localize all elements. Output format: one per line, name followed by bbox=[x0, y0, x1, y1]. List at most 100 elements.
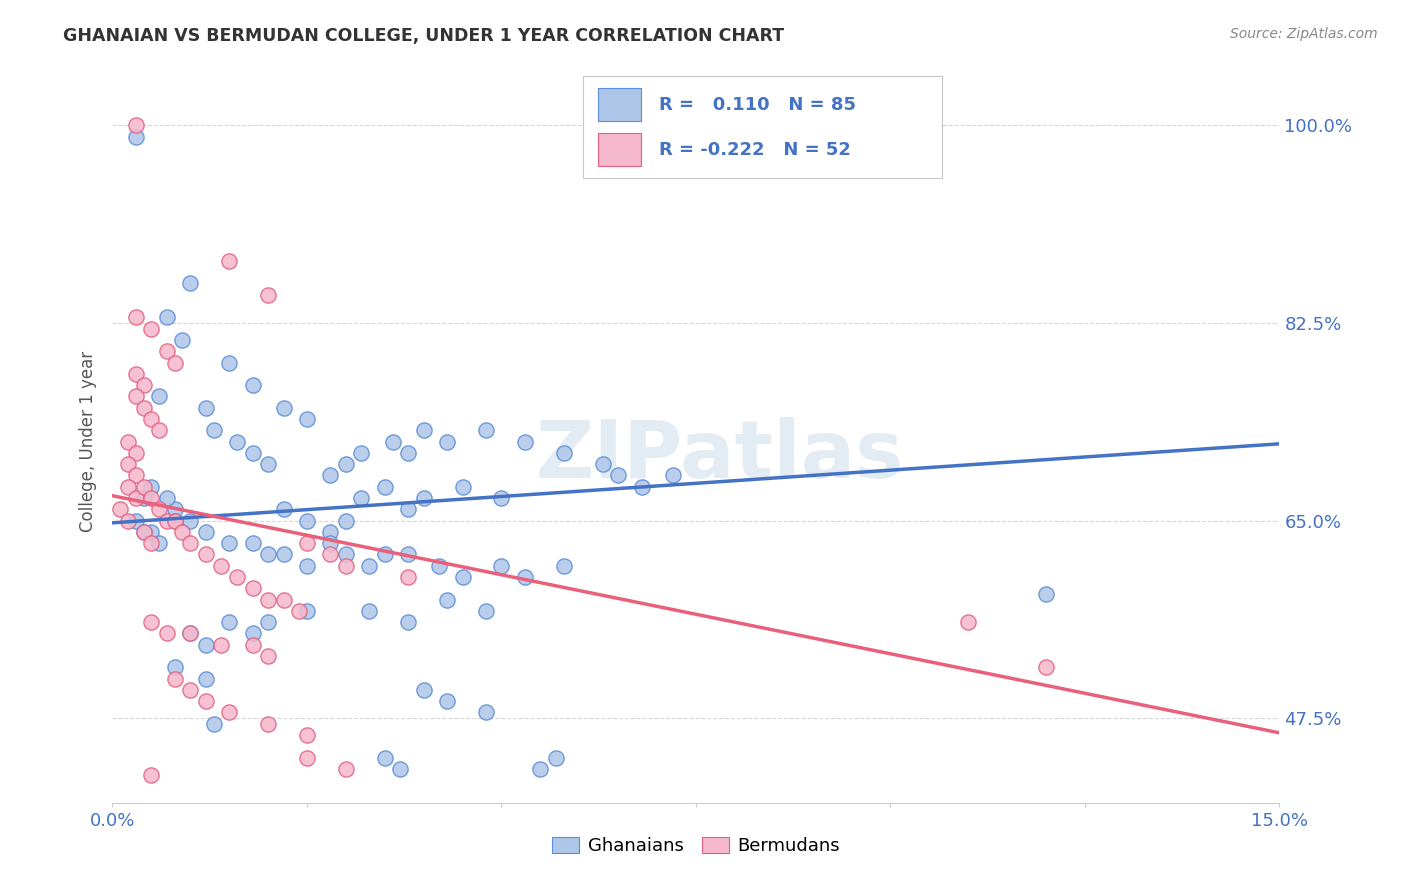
Point bbox=[194, 638, 217, 652]
Point bbox=[125, 129, 148, 144]
Point bbox=[412, 682, 434, 697]
Point bbox=[335, 457, 357, 471]
Point bbox=[544, 750, 567, 764]
Point bbox=[125, 389, 148, 403]
Point bbox=[257, 592, 280, 607]
Point bbox=[475, 706, 498, 720]
Point bbox=[288, 604, 311, 618]
Point bbox=[202, 716, 225, 731]
Point bbox=[163, 514, 186, 528]
Point bbox=[218, 706, 240, 720]
Point bbox=[117, 514, 139, 528]
Point bbox=[125, 310, 148, 325]
Point bbox=[125, 119, 148, 133]
Text: GHANAIAN VS BERMUDAN COLLEGE, UNDER 1 YEAR CORRELATION CHART: GHANAIAN VS BERMUDAN COLLEGE, UNDER 1 YE… bbox=[63, 27, 785, 45]
Point bbox=[194, 672, 217, 686]
Point bbox=[218, 615, 240, 629]
Point bbox=[436, 434, 458, 449]
Point bbox=[396, 570, 419, 584]
Point bbox=[381, 434, 404, 449]
Point bbox=[156, 310, 179, 325]
Point bbox=[412, 423, 434, 437]
Point bbox=[117, 434, 139, 449]
Point bbox=[218, 536, 240, 550]
Point bbox=[132, 524, 155, 539]
Point bbox=[553, 558, 575, 573]
Point bbox=[592, 457, 614, 471]
Point bbox=[661, 468, 683, 483]
Point bbox=[295, 412, 318, 426]
Point bbox=[295, 604, 318, 618]
Point bbox=[179, 626, 201, 640]
Point bbox=[1035, 587, 1057, 601]
Point bbox=[148, 502, 170, 516]
Point bbox=[125, 468, 148, 483]
Point bbox=[163, 502, 186, 516]
Point bbox=[257, 457, 280, 471]
Point bbox=[436, 592, 458, 607]
Point bbox=[209, 558, 232, 573]
Point bbox=[295, 558, 318, 573]
Point bbox=[350, 446, 373, 460]
Point bbox=[242, 626, 264, 640]
Point bbox=[163, 514, 186, 528]
Point bbox=[194, 524, 217, 539]
Point bbox=[335, 558, 357, 573]
Point bbox=[513, 434, 536, 449]
Point bbox=[117, 480, 139, 494]
Point bbox=[179, 626, 201, 640]
Point bbox=[179, 277, 201, 291]
Point bbox=[396, 615, 419, 629]
Point bbox=[132, 524, 155, 539]
Point bbox=[242, 638, 264, 652]
Point bbox=[156, 344, 179, 359]
Point bbox=[335, 548, 357, 562]
Point bbox=[125, 446, 148, 460]
Point bbox=[374, 548, 396, 562]
Point bbox=[194, 694, 217, 708]
Point bbox=[172, 524, 194, 539]
Point bbox=[553, 446, 575, 460]
Point bbox=[125, 367, 148, 381]
Point bbox=[156, 514, 179, 528]
Point bbox=[172, 333, 194, 347]
Point bbox=[295, 728, 318, 742]
Point bbox=[179, 682, 201, 697]
Point bbox=[319, 468, 342, 483]
Point bbox=[529, 762, 551, 776]
Point bbox=[226, 570, 249, 584]
Point bbox=[451, 570, 474, 584]
Point bbox=[148, 423, 170, 437]
Point bbox=[607, 468, 630, 483]
Point bbox=[132, 378, 155, 392]
FancyBboxPatch shape bbox=[598, 88, 641, 121]
Point bbox=[257, 287, 280, 301]
Point bbox=[148, 389, 170, 403]
FancyBboxPatch shape bbox=[598, 133, 641, 166]
Point bbox=[242, 446, 264, 460]
Point bbox=[163, 355, 186, 369]
Point bbox=[179, 514, 201, 528]
Point bbox=[125, 491, 148, 505]
Point bbox=[451, 480, 474, 494]
Point bbox=[273, 548, 295, 562]
Text: R =   0.110   N = 85: R = 0.110 N = 85 bbox=[659, 95, 856, 113]
Point bbox=[110, 502, 132, 516]
Point bbox=[273, 401, 295, 415]
Point bbox=[148, 536, 170, 550]
Point bbox=[295, 514, 318, 528]
Point bbox=[295, 750, 318, 764]
Point bbox=[273, 502, 295, 516]
Point bbox=[630, 480, 652, 494]
Point bbox=[141, 491, 163, 505]
Point bbox=[359, 558, 381, 573]
Point bbox=[218, 253, 240, 268]
Text: R = -0.222   N = 52: R = -0.222 N = 52 bbox=[659, 141, 851, 159]
Point bbox=[319, 524, 342, 539]
Point bbox=[257, 615, 280, 629]
Point bbox=[218, 355, 240, 369]
Point bbox=[194, 548, 217, 562]
Point bbox=[335, 762, 357, 776]
Point bbox=[141, 412, 163, 426]
Point bbox=[374, 750, 396, 764]
